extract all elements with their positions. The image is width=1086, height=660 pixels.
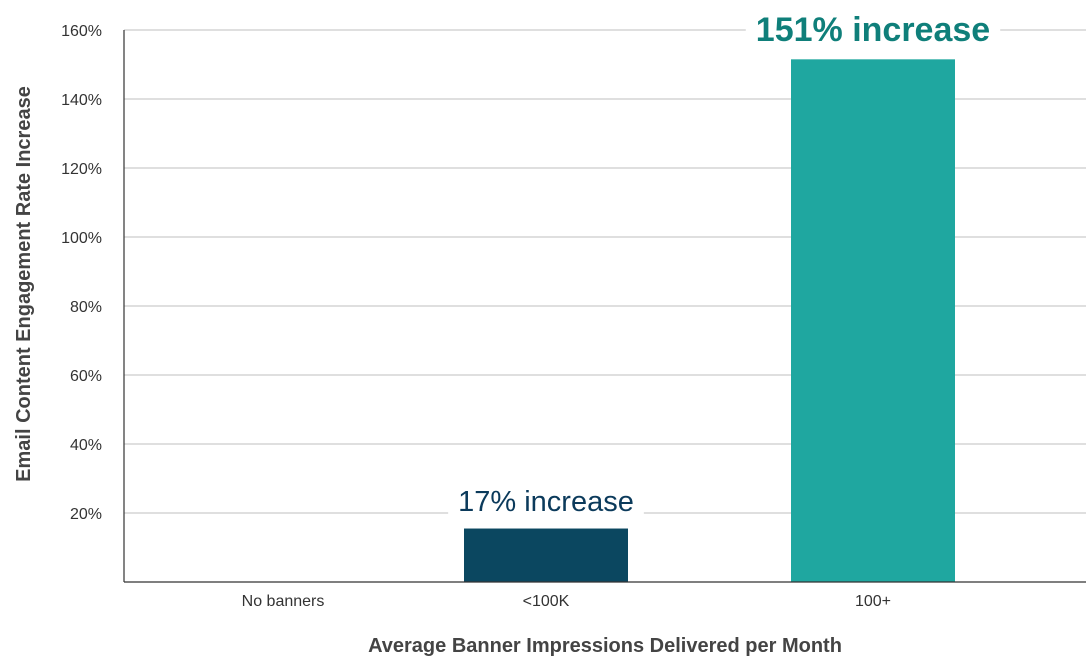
annotation-label: 17% increase	[458, 486, 634, 518]
annotation-3: 151% increase	[745, 11, 1001, 49]
bars	[464, 59, 955, 582]
x-tick-label: No banners	[242, 593, 325, 610]
bar-annotations: 17% increase 151% increase	[448, 11, 1001, 518]
y-tick-label: 20%	[70, 506, 102, 523]
axes	[123, 30, 1086, 583]
y-tick-label: 140%	[61, 92, 102, 109]
x-tick-label: 100+	[855, 593, 891, 610]
annotation-2: 17% increase	[448, 486, 644, 518]
y-tick-labels: 20% 40% 60% 80% 100% 120% 140% 160%	[61, 23, 102, 523]
annotation-background	[745, 13, 1001, 47]
bar-3	[791, 59, 955, 582]
annotation-label: 151% increase	[756, 11, 990, 49]
y-tick-label: 120%	[61, 161, 102, 178]
y-tick-label: 40%	[70, 437, 102, 454]
y-tick-label: 160%	[61, 23, 102, 40]
x-tick-label: <100K	[523, 593, 570, 610]
annotation-background	[448, 488, 644, 516]
y-tick-label: 60%	[70, 368, 102, 385]
y-tick-label: 80%	[70, 299, 102, 316]
x-tick-labels: No banners <100K 100+	[242, 593, 891, 610]
grid-lines	[124, 29, 1086, 514]
y-axis-title: Email Content Engagement Rate Increase	[13, 86, 35, 482]
x-axis-title: Average Banner Impressions Delivered per…	[368, 635, 842, 657]
y-tick-label: 100%	[61, 230, 102, 247]
bar-2	[464, 528, 628, 582]
